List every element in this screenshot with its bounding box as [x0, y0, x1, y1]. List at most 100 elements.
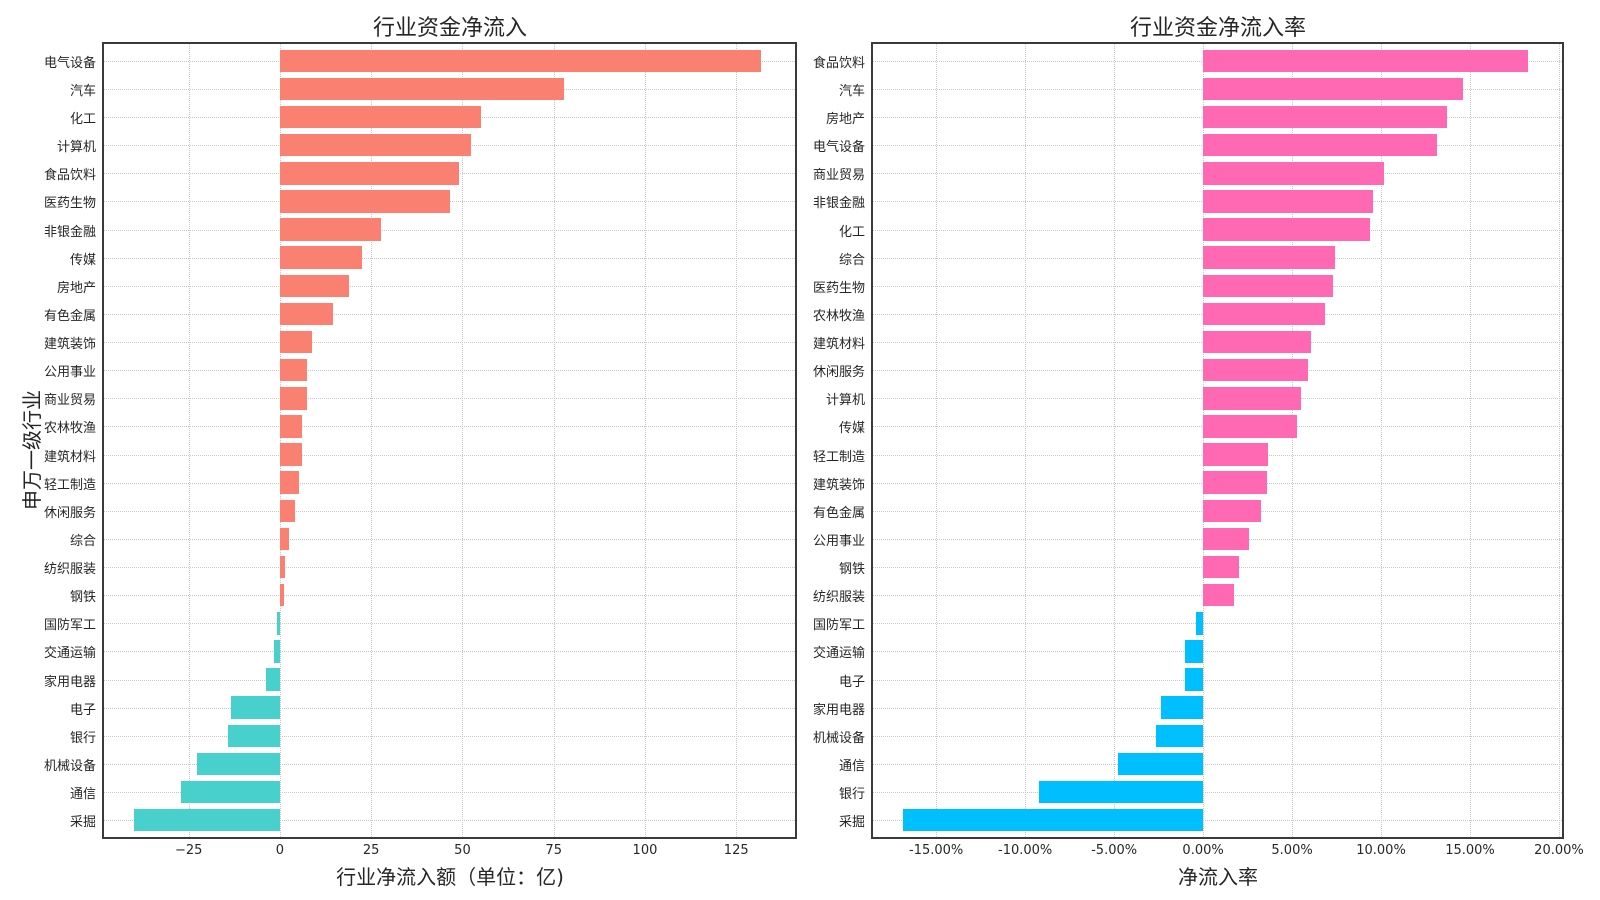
- bar-positive[interactable]: [279, 555, 286, 579]
- bar-positive[interactable]: [279, 49, 762, 73]
- bar-positive[interactable]: [279, 471, 299, 494]
- bar-positive[interactable]: [1203, 133, 1437, 157]
- y-category-label: 电子: [69, 702, 96, 718]
- y-category-label: 电子: [838, 674, 865, 690]
- x-tick-label: 125: [723, 843, 749, 858]
- bar-positive[interactable]: [1203, 77, 1463, 101]
- y-category-label: 综合: [838, 252, 865, 268]
- bar-negative[interactable]: [1039, 780, 1204, 804]
- x-axis-title: 净流入率: [1178, 865, 1258, 889]
- bar-positive[interactable]: [1203, 330, 1311, 354]
- bar-positive[interactable]: [279, 105, 482, 129]
- bar-positive[interactable]: [1203, 415, 1297, 438]
- bar-positive[interactable]: [279, 274, 349, 298]
- x-gridline: [188, 44, 190, 837]
- bar-positive[interactable]: [279, 77, 564, 101]
- bar-negative[interactable]: [197, 752, 280, 776]
- bar-negative[interactable]: [1160, 696, 1204, 719]
- y-category-label: 计算机: [825, 393, 865, 409]
- y-category-label: 非银金融: [812, 196, 865, 212]
- bar-positive[interactable]: [1203, 49, 1528, 73]
- bar-positive[interactable]: [1203, 246, 1336, 269]
- bar-positive[interactable]: [279, 162, 459, 185]
- x-tick-label: 0.00%: [1182, 843, 1224, 858]
- bar-negative[interactable]: [1155, 724, 1204, 747]
- y-category-label: 建筑装饰: [812, 477, 865, 493]
- bar-positive[interactable]: [1203, 583, 1235, 607]
- y-category-label: 通信: [69, 787, 96, 802]
- y-gridline: [104, 510, 795, 512]
- y-category-label: 轻工制造: [43, 477, 96, 493]
- bar-negative[interactable]: [231, 696, 280, 719]
- y-category-label: 综合: [69, 533, 96, 549]
- bar-negative[interactable]: [276, 612, 280, 635]
- bar-positive[interactable]: [279, 499, 295, 523]
- bar-positive[interactable]: [279, 330, 313, 354]
- bar-negative[interactable]: [1184, 668, 1204, 691]
- bar-positive[interactable]: [1203, 105, 1447, 129]
- bar-positive[interactable]: [279, 527, 290, 551]
- y-category-label: 有色金属: [43, 308, 96, 324]
- x-gridline: [1203, 44, 1205, 837]
- bar-positive[interactable]: [1203, 358, 1308, 382]
- y-axis-title: 申万一级行业: [20, 390, 44, 510]
- bar-positive[interactable]: [1203, 162, 1385, 185]
- bar-positive[interactable]: [1203, 555, 1239, 579]
- y-category-label: 国防军工: [812, 618, 865, 634]
- y-gridline: [873, 792, 1562, 793]
- y-category-label: 钢铁: [838, 562, 865, 578]
- bar-positive[interactable]: [279, 443, 302, 466]
- bar-positive[interactable]: [1203, 190, 1373, 213]
- bar-negative[interactable]: [1117, 752, 1204, 776]
- bar-negative[interactable]: [273, 640, 280, 663]
- y-gridline: [104, 567, 795, 569]
- y-category-label: 化工: [838, 224, 865, 240]
- bar-negative[interactable]: [1185, 640, 1204, 663]
- bar-positive[interactable]: [279, 415, 302, 438]
- y-category-label: 公用事业: [812, 533, 865, 549]
- bar-positive[interactable]: [279, 218, 382, 241]
- bar-positive[interactable]: [1203, 387, 1301, 410]
- y-category-label: 传媒: [838, 421, 865, 437]
- bar-negative[interactable]: [1196, 612, 1204, 635]
- y-gridline: [104, 792, 795, 793]
- x-tick-label: 10.00%: [1356, 843, 1406, 858]
- y-category-label: 机械设备: [43, 758, 96, 774]
- bar-negative[interactable]: [903, 808, 1204, 832]
- y-gridline: [873, 763, 1562, 765]
- y-gridline: [873, 735, 1562, 737]
- bar-positive[interactable]: [279, 190, 451, 213]
- bar-positive[interactable]: [1203, 471, 1267, 494]
- bar-positive[interactable]: [1203, 499, 1261, 523]
- bar-positive[interactable]: [1203, 218, 1371, 241]
- y-category-label: 机械设备: [812, 730, 865, 746]
- bar-positive[interactable]: [279, 358, 307, 382]
- y-category-label: 银行: [838, 787, 865, 802]
- chart-title: 行业资金净流入率: [1129, 16, 1306, 41]
- y-category-label: 有色金属: [812, 505, 865, 521]
- bar-negative[interactable]: [181, 780, 280, 804]
- bar-positive[interactable]: [1203, 443, 1268, 466]
- y-category-label: 国防军工: [43, 618, 96, 634]
- bar-negative[interactable]: [266, 668, 280, 691]
- bar-positive[interactable]: [279, 133, 471, 157]
- y-gridline: [873, 651, 1562, 653]
- bar-positive[interactable]: [279, 302, 333, 326]
- plot-inner: [873, 44, 1562, 837]
- bar-positive[interactable]: [279, 246, 363, 269]
- bar-positive[interactable]: [279, 583, 284, 607]
- x-gridline: [1558, 44, 1560, 837]
- bar-negative[interactable]: [228, 724, 280, 747]
- x-gridline: [553, 44, 555, 837]
- x-tick-label: -5.00%: [1091, 843, 1138, 858]
- y-category-label: 电气设备: [812, 140, 865, 156]
- x-tick-label: -10.00%: [998, 843, 1053, 858]
- x-gridline: [1114, 44, 1116, 837]
- y-category-label: 商业贸易: [43, 393, 96, 409]
- bar-positive[interactable]: [1203, 527, 1249, 551]
- bar-positive[interactable]: [279, 387, 307, 410]
- bar-positive[interactable]: [1203, 302, 1326, 326]
- bar-negative[interactable]: [134, 808, 280, 832]
- x-tick-label: 5.00%: [1271, 843, 1313, 858]
- bar-positive[interactable]: [1203, 274, 1334, 298]
